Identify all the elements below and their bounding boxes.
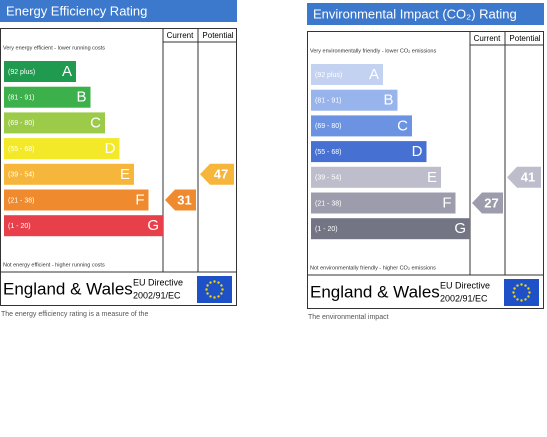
band-letter: A — [369, 66, 379, 83]
band-letter: E — [427, 169, 437, 186]
band-letter: F — [135, 191, 144, 208]
band-range: (69 - 80) — [8, 120, 34, 127]
flag-star — [217, 295, 220, 298]
band-range: (55 - 68) — [8, 146, 34, 153]
footer-region: England & Wales — [310, 282, 440, 301]
rating-value: 41 — [521, 170, 535, 185]
rating-band — [4, 163, 134, 185]
band-letter: C — [397, 117, 408, 134]
band-letter: B — [76, 89, 86, 106]
rating-arrow — [507, 166, 541, 188]
rating-arrow — [472, 192, 503, 214]
flag-star — [209, 281, 212, 284]
flag-star — [527, 287, 530, 290]
flag-star — [512, 291, 515, 294]
flag-star — [516, 284, 519, 287]
band-range: (21 - 38) — [8, 197, 34, 204]
bottom-note: Not environmentally friendly - higher CO… — [310, 265, 436, 271]
title-bar — [307, 3, 544, 25]
rating-band — [311, 166, 441, 188]
rating-band — [311, 89, 398, 111]
flag-star — [213, 296, 216, 299]
flag-star — [220, 284, 223, 287]
column-header: Current — [474, 34, 501, 43]
band-letter: G — [147, 217, 159, 234]
rating-band — [4, 86, 91, 108]
rating-value: 27 — [484, 195, 498, 210]
flag-star — [524, 284, 527, 287]
band-range: (39 - 54) — [8, 172, 34, 179]
panel-box — [307, 31, 544, 309]
flag-star — [206, 292, 209, 295]
band-range: (81 - 91) — [8, 95, 34, 102]
band-letter: B — [383, 92, 393, 109]
flag-star — [520, 283, 523, 286]
flag-star — [520, 299, 523, 302]
panel-box — [0, 28, 237, 306]
band-range: (92 plus) — [8, 69, 35, 76]
rating-band — [311, 115, 412, 137]
band-range: (1 - 20) — [8, 223, 31, 230]
caption: The environmental impact — [308, 314, 389, 321]
rating-value: 47 — [214, 167, 228, 182]
directive: EU Directive — [440, 280, 490, 290]
flag-star — [217, 281, 220, 284]
column-header: Current — [167, 31, 194, 40]
band-range: (69 - 80) — [315, 123, 341, 130]
column-header: Potential — [509, 34, 540, 43]
top-note: Very environmentally friendly - lower CO… — [310, 48, 436, 54]
column-header: Potential — [202, 31, 233, 40]
band-letter: A — [62, 63, 72, 80]
rating-band — [311, 218, 470, 240]
flag-star — [209, 295, 212, 298]
band-range: (92 plus) — [315, 72, 342, 79]
band-letter: E — [120, 166, 130, 183]
bottom-note: Not energy efficient - higher running co… — [3, 262, 105, 268]
band-range: (55 - 68) — [315, 149, 341, 156]
rating-band — [4, 112, 105, 134]
flag-star — [513, 295, 516, 298]
rating-band — [311, 64, 383, 85]
title-bar — [0, 0, 237, 22]
flag-star — [516, 298, 519, 301]
band-letter: G — [454, 220, 466, 237]
rating-band — [311, 141, 427, 163]
band-range: (1 - 20) — [315, 226, 338, 233]
band-letter: D — [105, 140, 116, 157]
flag-star — [221, 288, 224, 291]
directive: 2002/91/EC — [133, 290, 181, 300]
directive: 2002/91/EC — [440, 293, 488, 303]
flag-star — [220, 292, 223, 295]
rating-band — [4, 189, 149, 211]
flag-star — [213, 280, 216, 283]
rating-arrow — [165, 189, 196, 211]
flag-star — [205, 288, 208, 291]
footer-region: England & Wales — [3, 279, 133, 298]
directive: EU Directive — [133, 277, 183, 287]
panel-title: Energy Efficiency Rating — [6, 3, 147, 18]
band-letter: F — [442, 194, 451, 211]
panel-title: Environmental Impact (CO₂) Rating — [313, 6, 517, 21]
flag-star — [527, 295, 530, 298]
band-range: (21 - 38) — [315, 200, 341, 207]
flag-star — [513, 287, 516, 290]
eu-flag — [504, 279, 539, 306]
rating-arrow — [200, 163, 234, 185]
rating-band — [4, 61, 76, 82]
band-letter: D — [412, 143, 423, 160]
rating-band — [4, 138, 120, 160]
rating-band — [4, 215, 163, 237]
caption: The energy efficiency rating is a measur… — [1, 311, 148, 318]
flag-star — [206, 284, 209, 287]
top-note: Very energy efficient - lower running co… — [3, 45, 105, 51]
eu-flag — [197, 276, 232, 303]
flag-star — [528, 291, 531, 294]
band-range: (81 - 91) — [315, 98, 341, 105]
rating-value: 31 — [177, 192, 191, 207]
band-letter: C — [90, 114, 101, 131]
flag-star — [524, 298, 527, 301]
rating-band — [311, 192, 456, 214]
band-range: (39 - 54) — [315, 175, 341, 182]
